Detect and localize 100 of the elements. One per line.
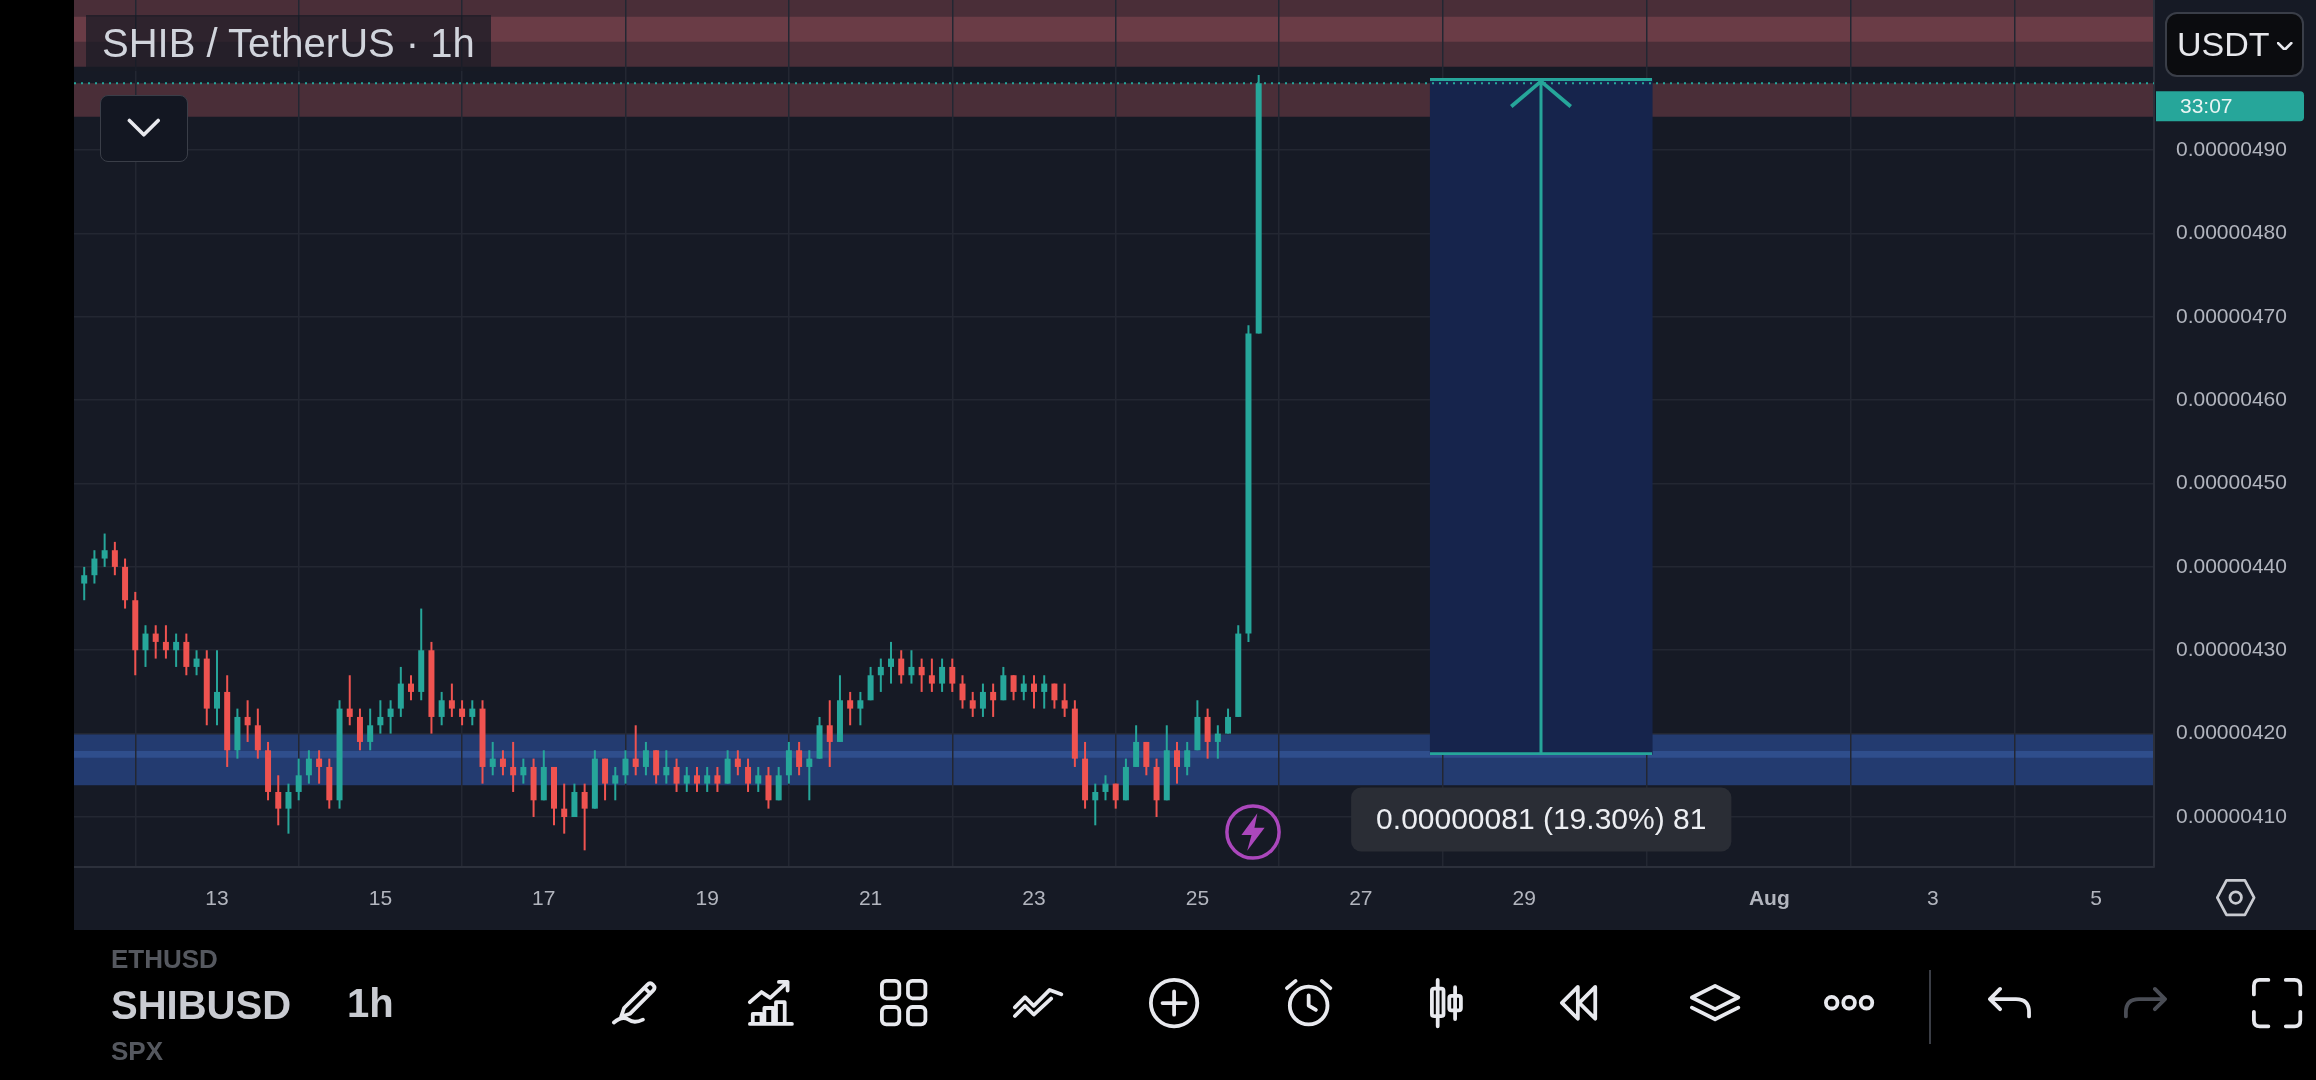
- candlestick: [1102, 774, 1109, 802]
- candlestick: [173, 632, 180, 668]
- y-tick-label: 0.00000480: [2176, 220, 2287, 244]
- candlestick: [714, 765, 721, 793]
- y-tick-label: 0.00000490: [2176, 136, 2287, 160]
- candlestick: [1184, 740, 1191, 777]
- candlestick: [888, 640, 895, 685]
- candlestick: [949, 657, 956, 693]
- candlestick: [346, 674, 353, 727]
- candlestick: [285, 782, 292, 835]
- x-tick-label: 21: [858, 886, 883, 910]
- candlestick: [1225, 707, 1232, 735]
- candlestick: [142, 624, 149, 668]
- candlestick: [734, 749, 741, 777]
- candlestick: [939, 657, 946, 693]
- candlestick: [806, 749, 813, 802]
- candlestick: [387, 699, 394, 735]
- candlestick: [990, 682, 997, 718]
- candlestick: [1020, 674, 1027, 702]
- x-tick-label: 13: [205, 886, 229, 910]
- candlestick: [969, 690, 976, 718]
- candlestick: [408, 674, 415, 702]
- candlestick: [91, 549, 98, 585]
- candlestick: [101, 532, 108, 568]
- text: ETHUSD: [111, 944, 219, 974]
- candlestick: [1010, 674, 1017, 702]
- candlestick: [683, 765, 690, 793]
- candlestick: [673, 757, 680, 793]
- x-tick-label: 19: [695, 886, 719, 910]
- text: 1h: [347, 980, 394, 1026]
- candlestick: [1092, 782, 1099, 827]
- candlestick: [857, 690, 864, 727]
- candlestick: [520, 757, 527, 785]
- candlestick: [316, 749, 323, 785]
- candlestick: [459, 699, 466, 727]
- y-tick-label: 0.00000440: [2176, 553, 2287, 577]
- text: 33:07: [2180, 94, 2233, 118]
- candlestick: [877, 657, 884, 693]
- candlestick: [847, 690, 854, 727]
- candlestick: [898, 649, 905, 685]
- candlestick: [796, 740, 803, 777]
- candlestick: [693, 765, 700, 793]
- candlestick: [918, 657, 925, 693]
- x-tick-label: 3: [1926, 886, 1939, 910]
- candlestick: [1051, 682, 1058, 710]
- candlestick: [499, 749, 506, 777]
- candlestick: [377, 699, 384, 735]
- candlestick: [908, 649, 915, 685]
- candlestick: [1041, 674, 1048, 710]
- text: SHIB / TetherUS · 1h: [86, 15, 491, 71]
- candlestick: [1031, 674, 1037, 710]
- candlestick: [305, 749, 312, 785]
- candlestick: [295, 757, 302, 802]
- candlestick: [979, 682, 986, 718]
- y-tick-label: 0.00000450: [2176, 470, 2287, 494]
- x-tick-label: 27: [1349, 886, 1373, 910]
- candlestick: [704, 765, 711, 793]
- y-tick-label: 0.00000410: [2176, 803, 2287, 827]
- candlestick: [510, 740, 517, 793]
- currency-button: USDT: [2165, 12, 2304, 77]
- x-tick-label: 23: [1022, 886, 1046, 910]
- candlestick: [959, 674, 966, 710]
- candlestick: [213, 649, 220, 727]
- candlestick: [111, 540, 118, 577]
- candlestick: [489, 740, 496, 777]
- candlestick: [622, 749, 629, 785]
- data-label: 0.00000081 (19.30%) 81: [1376, 801, 1707, 835]
- candlestick: [826, 699, 833, 768]
- candlestick: [1214, 724, 1221, 760]
- candlestick: [275, 774, 282, 827]
- candlestick: [438, 690, 445, 727]
- x-tick-label: Aug: [1748, 886, 1790, 910]
- candlestick: [612, 765, 619, 802]
- y-tick-label: 0.00000470: [2176, 303, 2287, 327]
- candlestick: [81, 565, 88, 602]
- candlestick: [642, 740, 649, 777]
- candlestick: [469, 699, 476, 727]
- x-tick-label: 5: [2090, 886, 2102, 910]
- x-tick-label: 25: [1185, 886, 1210, 910]
- candlestick: [561, 782, 568, 835]
- candlestick: [1112, 782, 1119, 810]
- y-tick-label: 0.00000430: [2176, 637, 2287, 661]
- candlestick: [367, 707, 374, 752]
- candlestick: [663, 749, 670, 785]
- text: SHIBUSD: [111, 982, 292, 1028]
- candlestick: [632, 724, 639, 777]
- candlestick: [1061, 682, 1068, 718]
- candlestick: [581, 782, 588, 852]
- text: SPX: [111, 1036, 165, 1066]
- candlestick: [745, 757, 752, 793]
- x-tick-label: 15: [368, 886, 393, 910]
- candlestick: [193, 649, 200, 677]
- candlestick: [152, 624, 159, 660]
- candlestick: [1173, 740, 1180, 785]
- y-tick-label: 0.00000460: [2176, 386, 2287, 410]
- x-tick-label: 17: [532, 886, 556, 910]
- candlestick: [448, 682, 455, 718]
- x-tick-label: 29: [1512, 886, 1536, 910]
- candlestick: [162, 624, 169, 660]
- y-tick-label: 0.00000420: [2176, 720, 2287, 744]
